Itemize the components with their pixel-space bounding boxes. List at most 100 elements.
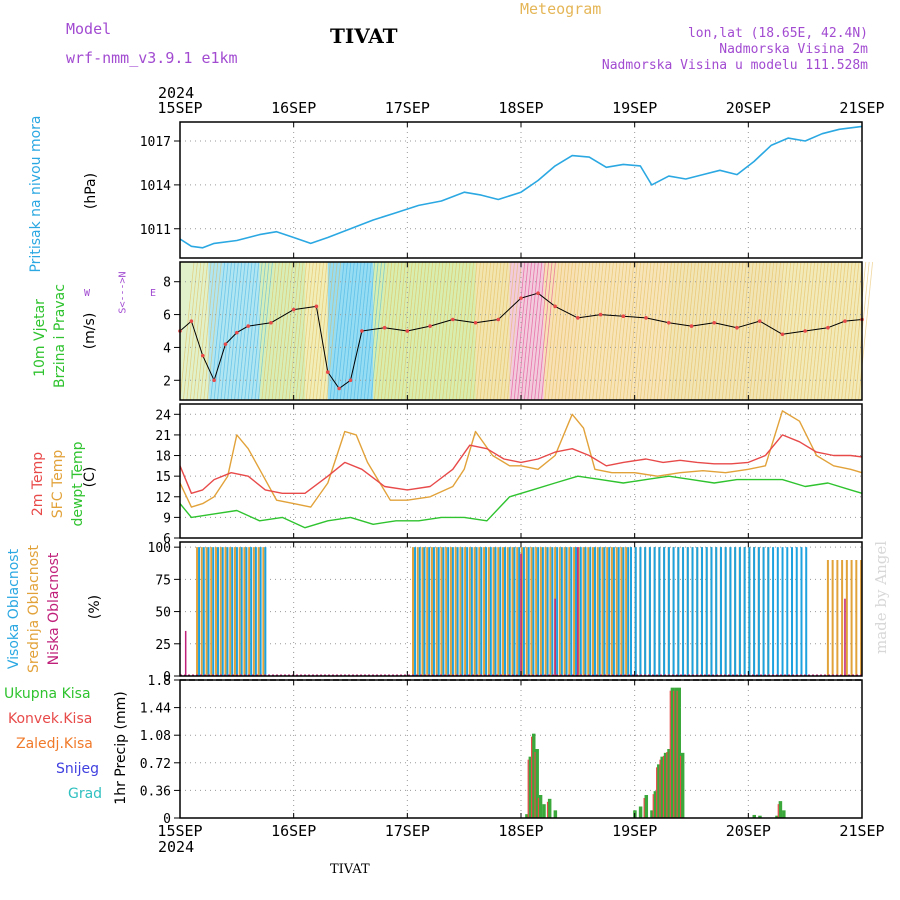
conv-precip-bar: [652, 794, 654, 818]
total-precip-bar: [653, 791, 658, 818]
wind-tick-label: 8: [163, 276, 171, 291]
wind-barb-hatch: [418, 261, 434, 401]
wind-barb-hatch: [735, 261, 751, 401]
wind-barb-hatch: [254, 261, 270, 401]
date-label-bottom: 16SEP: [271, 822, 316, 840]
wind-barb-hatch: [858, 261, 873, 401]
wind-barb-hatch: [844, 261, 860, 401]
wind-barb-hatch: [275, 261, 290, 401]
wind-gust-point: [666, 320, 671, 325]
conv-precip-bar: [666, 752, 668, 818]
wind-barb-hatch: [513, 261, 529, 401]
wind-gust-point: [536, 291, 540, 296]
pressure-line: [179, 125, 863, 249]
wind-barb-hatch: [639, 261, 655, 401]
temp-tick-label: 21: [155, 429, 171, 444]
wind-barb-hatch: [425, 261, 440, 401]
wind-barb-hatch: [817, 261, 833, 401]
conv-precip-bar: [546, 801, 549, 818]
wind-barb-hatch: [234, 261, 249, 401]
wind-barb-hatch: [466, 261, 481, 401]
total-precip-bar: [674, 687, 678, 818]
wind-barb-hatch: [339, 261, 355, 401]
wind-barb-hatch: [643, 261, 659, 401]
sfc-temp-line: [179, 410, 863, 508]
total-precip-bar: [663, 752, 668, 818]
wind-gust-point: [621, 314, 626, 319]
total-precip-bar: [782, 810, 786, 818]
wind-gust-point: [598, 312, 603, 317]
wind-barb-hatch: [472, 261, 488, 401]
wind-barb-hatch: [544, 261, 560, 401]
wind-gust-point: [314, 304, 319, 309]
wind-barb-hatch: [309, 261, 324, 401]
conv-precip-bar: [673, 690, 675, 818]
total-precip-bar: [680, 752, 685, 818]
wind-barb-hatch: [786, 261, 802, 401]
wind-gust-point: [382, 325, 387, 330]
wind-barb-hatch: [793, 261, 809, 401]
wind-barb-hatch: [244, 261, 260, 401]
wind-barb-hatch: [261, 261, 277, 401]
wind-barb-hatch: [329, 261, 345, 401]
wind-barb-hatch: [524, 261, 539, 401]
wind-barb-hatch: [783, 261, 798, 401]
wind-barb-hatch: [820, 261, 836, 401]
total-precip-bar: [542, 804, 546, 818]
wind-barb-hatch: [387, 261, 403, 401]
wind-barb-hatch: [343, 261, 359, 401]
wind-barb-hatch: [322, 261, 338, 401]
wind-barb-hatch: [599, 261, 614, 401]
precip-tick-label: 0: [163, 812, 171, 827]
wind-barb-hatch: [530, 261, 546, 401]
wind-barb-hatch: [626, 261, 642, 401]
wind-gust-point: [269, 320, 273, 325]
wind-barb-hatch: [346, 261, 362, 401]
wind-gust-point: [348, 378, 353, 383]
wind-gust-point: [451, 317, 455, 322]
wind-barb-hatch: [298, 261, 314, 401]
wind-barb-hatch: [612, 261, 628, 401]
wind-barb-hatch: [684, 261, 700, 401]
wind-barb-hatch: [483, 261, 498, 401]
wind-barb-hatch: [506, 261, 522, 401]
wind-barb-hatch: [629, 261, 645, 401]
conv-precip-bar: [777, 804, 779, 818]
cloud-tick-label: 0: [163, 670, 171, 685]
page-title: TIVAT: [330, 24, 398, 48]
wind-barb-hatch: [564, 261, 580, 401]
date-label-bottom: 15SEP: [157, 822, 202, 840]
wind-barb-hatch: [217, 261, 232, 401]
wind-barb-hatch: [534, 261, 550, 401]
wind-barb-hatch: [459, 261, 475, 401]
wind-barb-hatch: [288, 261, 304, 401]
wind-gust-point: [553, 304, 557, 309]
pressure-tick-label: 1014: [140, 179, 171, 194]
wind-barb-hatch: [326, 261, 342, 401]
wind-gust-point: [757, 319, 762, 323]
wind-barb-hatch: [360, 261, 376, 401]
wind-barb-hatch: [636, 261, 652, 401]
wind-gust-point: [803, 329, 807, 333]
wind-gust-point: [826, 325, 830, 330]
wind-barb-hatch: [206, 261, 222, 401]
wind-barb-hatch: [503, 261, 519, 401]
wind-barb-hatch: [718, 261, 734, 401]
wind-barb-hatch: [196, 261, 212, 401]
wind-barb-hatch: [452, 261, 468, 401]
total-precip-bar: [528, 756, 533, 818]
wind-barb-hatch: [240, 261, 256, 401]
wind-barb-hatch: [319, 261, 335, 401]
wind-barb-hatch: [694, 261, 710, 401]
wind-barb-hatch: [438, 261, 454, 401]
total-precip-bar: [535, 749, 539, 818]
wind-barb-hatch: [755, 261, 771, 401]
wind-tick-label: 2: [163, 374, 171, 389]
wind-barb-hatch: [268, 261, 284, 401]
wind-gust-point: [235, 330, 239, 335]
wind-gust-point: [337, 386, 341, 391]
wind-barb-hatch: [622, 261, 638, 401]
footer-station: TIVAT: [330, 862, 370, 877]
wind-barb-hatch: [568, 261, 584, 401]
wind-barb-hatch: [230, 261, 246, 401]
